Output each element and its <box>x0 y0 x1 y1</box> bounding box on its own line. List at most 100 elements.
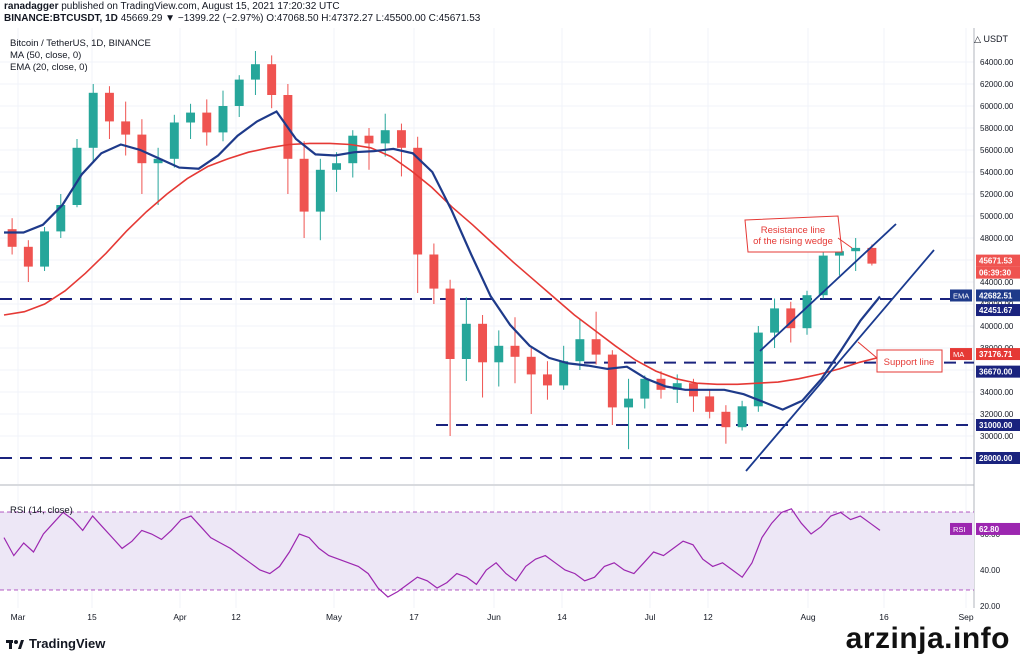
candle-body <box>7 229 17 247</box>
x-tick-label: 12 <box>703 612 713 622</box>
rsi-tag-label-bg <box>950 522 972 535</box>
candle-body <box>575 339 585 362</box>
candle-body <box>542 374 552 386</box>
last-price-tag-bg <box>976 254 1020 267</box>
candle-body <box>380 130 390 144</box>
ema-20-line <box>4 110 881 411</box>
candle-body <box>88 92 98 148</box>
y-tick-label: 40000.00 <box>980 322 1014 331</box>
candle-body <box>429 254 439 289</box>
countdown-tag-bg <box>976 266 1020 279</box>
y-tick-label: 50000.00 <box>980 212 1014 221</box>
countdown-tag: 06:39:30 <box>979 269 1012 278</box>
level-28000-tag: 28000.00 <box>979 454 1013 463</box>
candle-body <box>332 163 342 170</box>
resistance-label-1: Resistance line <box>761 225 825 236</box>
candle-body <box>737 406 747 428</box>
candle-body <box>299 158 309 212</box>
candle-body <box>250 64 260 80</box>
level-31000-tag-bg <box>976 419 1020 431</box>
author-name: ranadagger <box>4 1 59 12</box>
x-tick-label: 14 <box>557 612 567 622</box>
x-tick-label: 15 <box>87 612 97 622</box>
y-tick-label: 60000.00 <box>980 102 1014 111</box>
resistance-label-2: of the rising wedge <box>753 236 833 247</box>
rsi-tick-label: 20.00 <box>980 602 1001 611</box>
candle-body <box>753 332 763 407</box>
rsi-value-tag: 62.80 <box>979 525 1000 534</box>
ema-value-tag: 42682.51 <box>979 291 1013 300</box>
y-tick-label: 64000.00 <box>980 58 1014 67</box>
candle-body <box>445 288 455 359</box>
candle-body <box>121 121 131 135</box>
x-tick-label: Jun <box>487 612 501 622</box>
rsi-legend[interactable]: RSI (14, close) <box>10 505 73 516</box>
candle-body <box>494 345 504 363</box>
x-tick-label: Apr <box>173 612 186 622</box>
symbol-name: BINANCE:BTCUSDT, 1D <box>4 13 118 24</box>
rsi-line <box>3 508 881 598</box>
support-callout-box <box>876 349 943 373</box>
x-tick-label: Jul <box>645 612 656 622</box>
resistance-callout-pointer <box>837 237 853 249</box>
support-label: Support line <box>884 357 935 368</box>
x-tick-label: Mar <box>11 612 26 622</box>
candle-body <box>705 396 715 412</box>
candle-body <box>591 339 601 355</box>
candle-body <box>818 255 828 296</box>
candle-body <box>559 361 569 386</box>
candle-body <box>834 251 844 256</box>
watermark: arzinja.info <box>845 622 1010 655</box>
candle-body <box>786 308 796 329</box>
candle-body <box>218 106 228 133</box>
candle-body <box>413 147 423 255</box>
tradingview-logo[interactable]: TradingView <box>6 636 105 651</box>
last-price-tag: 45671.53 <box>979 257 1013 266</box>
candle-body <box>267 64 277 95</box>
candle-body <box>640 378 650 399</box>
rsi-tag-label: RSI <box>953 525 966 534</box>
candle-body <box>186 112 196 123</box>
support-callout-pointer <box>857 341 878 359</box>
candle-body <box>348 135 358 164</box>
level-42451-tag-bg <box>976 304 1020 317</box>
candle-body <box>364 135 374 144</box>
candle-body <box>851 247 861 252</box>
candle-body <box>315 169 325 212</box>
candle-body <box>867 247 877 264</box>
y-tick-label: 62000.00 <box>980 80 1014 89</box>
candle-body <box>607 354 617 408</box>
wedge-support-line <box>745 249 935 472</box>
currency-label: △ USDT <box>974 34 1008 45</box>
y-tick-label: 30000.00 <box>980 432 1014 441</box>
rsi-pane <box>0 508 974 598</box>
candle-body <box>56 205 66 232</box>
rsi-tick-label: 40.00 <box>980 566 1001 575</box>
candle-body <box>202 112 212 133</box>
y-tick-label: 34000.00 <box>980 388 1014 397</box>
symbol-info: BINANCE:BTCUSDT, 1D 45669.29 ▼ −1399.22 … <box>4 13 480 25</box>
y-tick-label: 44000.00 <box>980 278 1014 287</box>
x-tick-label: 16 <box>879 612 889 622</box>
grid <box>0 28 974 608</box>
candle-body <box>104 92 114 122</box>
ema-tag-label: EMA <box>953 291 969 300</box>
candle-body <box>40 231 50 267</box>
ma-legend[interactable]: MA (50, close, 0) <box>10 50 82 61</box>
candle-body <box>526 356 536 375</box>
y-tick-label: 54000.00 <box>980 168 1014 177</box>
candle-body <box>461 323 471 359</box>
plot-background <box>0 28 974 608</box>
time-axis-ticks: Mar 15 Apr 12 May 17 Jun 14 Jul 12 Aug 16 Sep <box>11 612 974 622</box>
price-chart[interactable]: Resistance line of the rising wedge Supp… <box>0 28 1024 628</box>
price-tags: 45671.53 06:39:30 EMA 42682.51 42451.67 MA 371… <box>950 254 1020 535</box>
candle-body <box>802 295 812 329</box>
publish-info: ranadagger published on TradingView.com,… <box>4 1 340 13</box>
currency-icon: △ <box>974 34 981 44</box>
ema-legend[interactable]: EMA (20, close, 0) <box>10 62 88 73</box>
y-tick-label: 52000.00 <box>980 190 1014 199</box>
candle-body <box>770 308 780 333</box>
candle-body <box>721 411 731 428</box>
ohlc-values: 45669.29 ▼ −1399.22 (−2.97%) O:47068.50 … <box>120 13 481 24</box>
